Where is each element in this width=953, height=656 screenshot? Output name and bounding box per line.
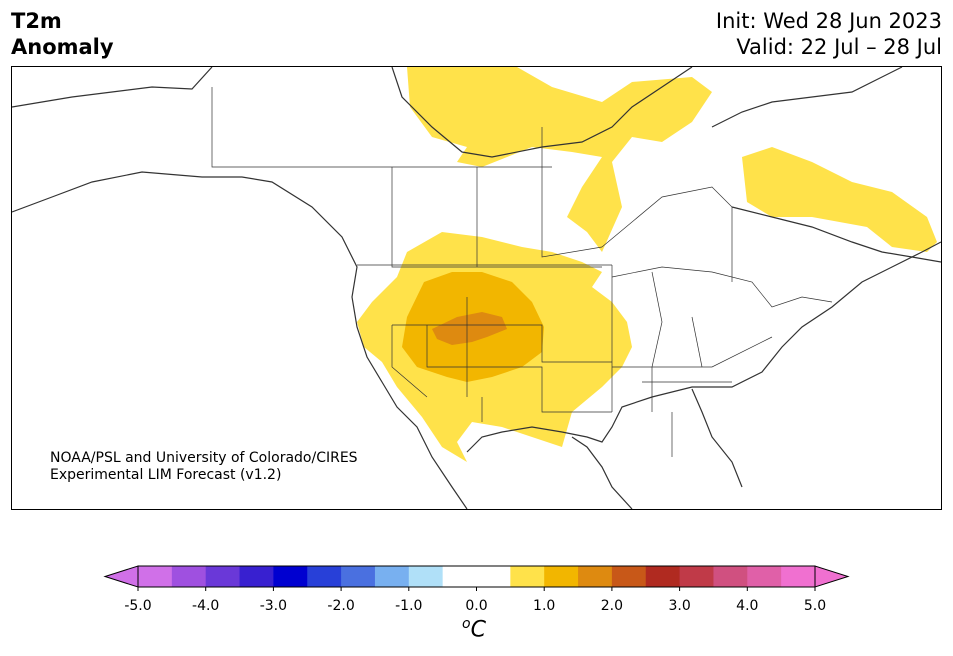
variable-label: T2m bbox=[11, 9, 62, 33]
colorbar-bin bbox=[138, 566, 173, 587]
credit-line-2: Experimental LIM Forecast (v1.2) bbox=[50, 467, 282, 483]
colorbar-tick-label: 3.0 bbox=[668, 598, 691, 614]
credit-line-1: NOAA/PSL and University of Colorado/CIRE… bbox=[50, 450, 358, 466]
colorbar-tick-label: 4.0 bbox=[736, 598, 759, 614]
colorbar-bin bbox=[374, 566, 410, 587]
valid-range: Valid: 22 Jul – 28 Jul bbox=[736, 35, 942, 59]
colorbar-bin bbox=[239, 566, 274, 587]
forecast-map: NOAA/PSL and University of Colorado/CIRE… bbox=[11, 66, 942, 510]
colorbar-bin bbox=[307, 566, 342, 587]
colorbar-over-arrow bbox=[814, 565, 850, 588]
colorbar-tick-label: 1.0 bbox=[533, 598, 556, 614]
colorbar-tick-label: -1.0 bbox=[395, 598, 423, 614]
anomaly-region-canada-north bbox=[407, 67, 712, 252]
colorbar-bin bbox=[476, 566, 511, 587]
unit-base: C bbox=[470, 617, 486, 643]
colorbar-tick-label: -3.0 bbox=[259, 598, 288, 614]
colorbar-tick-label: 0.0 bbox=[465, 598, 488, 614]
colorbar-bin bbox=[645, 566, 681, 587]
map-canvas bbox=[12, 67, 941, 509]
colorbar-bin bbox=[611, 566, 647, 587]
colorbar-bin bbox=[205, 566, 241, 587]
political-borders bbox=[211, 87, 833, 457]
credit-text: NOAA/PSL and University of Colorado/CIRE… bbox=[50, 450, 358, 484]
colorbar-bin bbox=[171, 566, 207, 587]
colorbar-bin bbox=[341, 566, 376, 587]
colorbar-under-arrow bbox=[103, 565, 139, 588]
map-title: T2m Anomaly bbox=[11, 8, 114, 60]
field-label: Anomaly bbox=[11, 35, 114, 59]
colorbar-bin bbox=[544, 566, 579, 587]
colorbar-bin bbox=[781, 566, 816, 587]
date-info: Init: Wed 28 Jun 2023 Valid: 22 Jul – 28… bbox=[716, 8, 942, 60]
anomaly-region-core bbox=[432, 312, 507, 345]
colorbar-bin bbox=[713, 566, 748, 587]
colorbar-bin bbox=[442, 566, 477, 587]
colorbar-unit: oC bbox=[462, 616, 486, 642]
colorbar-tick-label: 5.0 bbox=[803, 598, 827, 614]
colorbar-tick-label: -2.0 bbox=[327, 598, 355, 614]
colorbar-tick-label: 2.0 bbox=[600, 598, 624, 614]
colorbar-bin bbox=[578, 566, 613, 587]
colorbar-bin bbox=[408, 566, 444, 587]
colorbar-tick-label: -5.0 bbox=[124, 598, 152, 614]
colorbar-bin bbox=[273, 566, 308, 587]
colorbar-bin bbox=[679, 566, 714, 587]
colorbar-tick-label: -4.0 bbox=[192, 598, 220, 614]
anomaly-region-quebec bbox=[742, 147, 937, 252]
colorbar-bin bbox=[747, 566, 782, 587]
init-date: Init: Wed 28 Jun 2023 bbox=[715, 9, 942, 33]
unit-superscript: o bbox=[462, 616, 471, 632]
coastlines bbox=[12, 67, 941, 509]
colorbar-bin bbox=[510, 566, 545, 587]
